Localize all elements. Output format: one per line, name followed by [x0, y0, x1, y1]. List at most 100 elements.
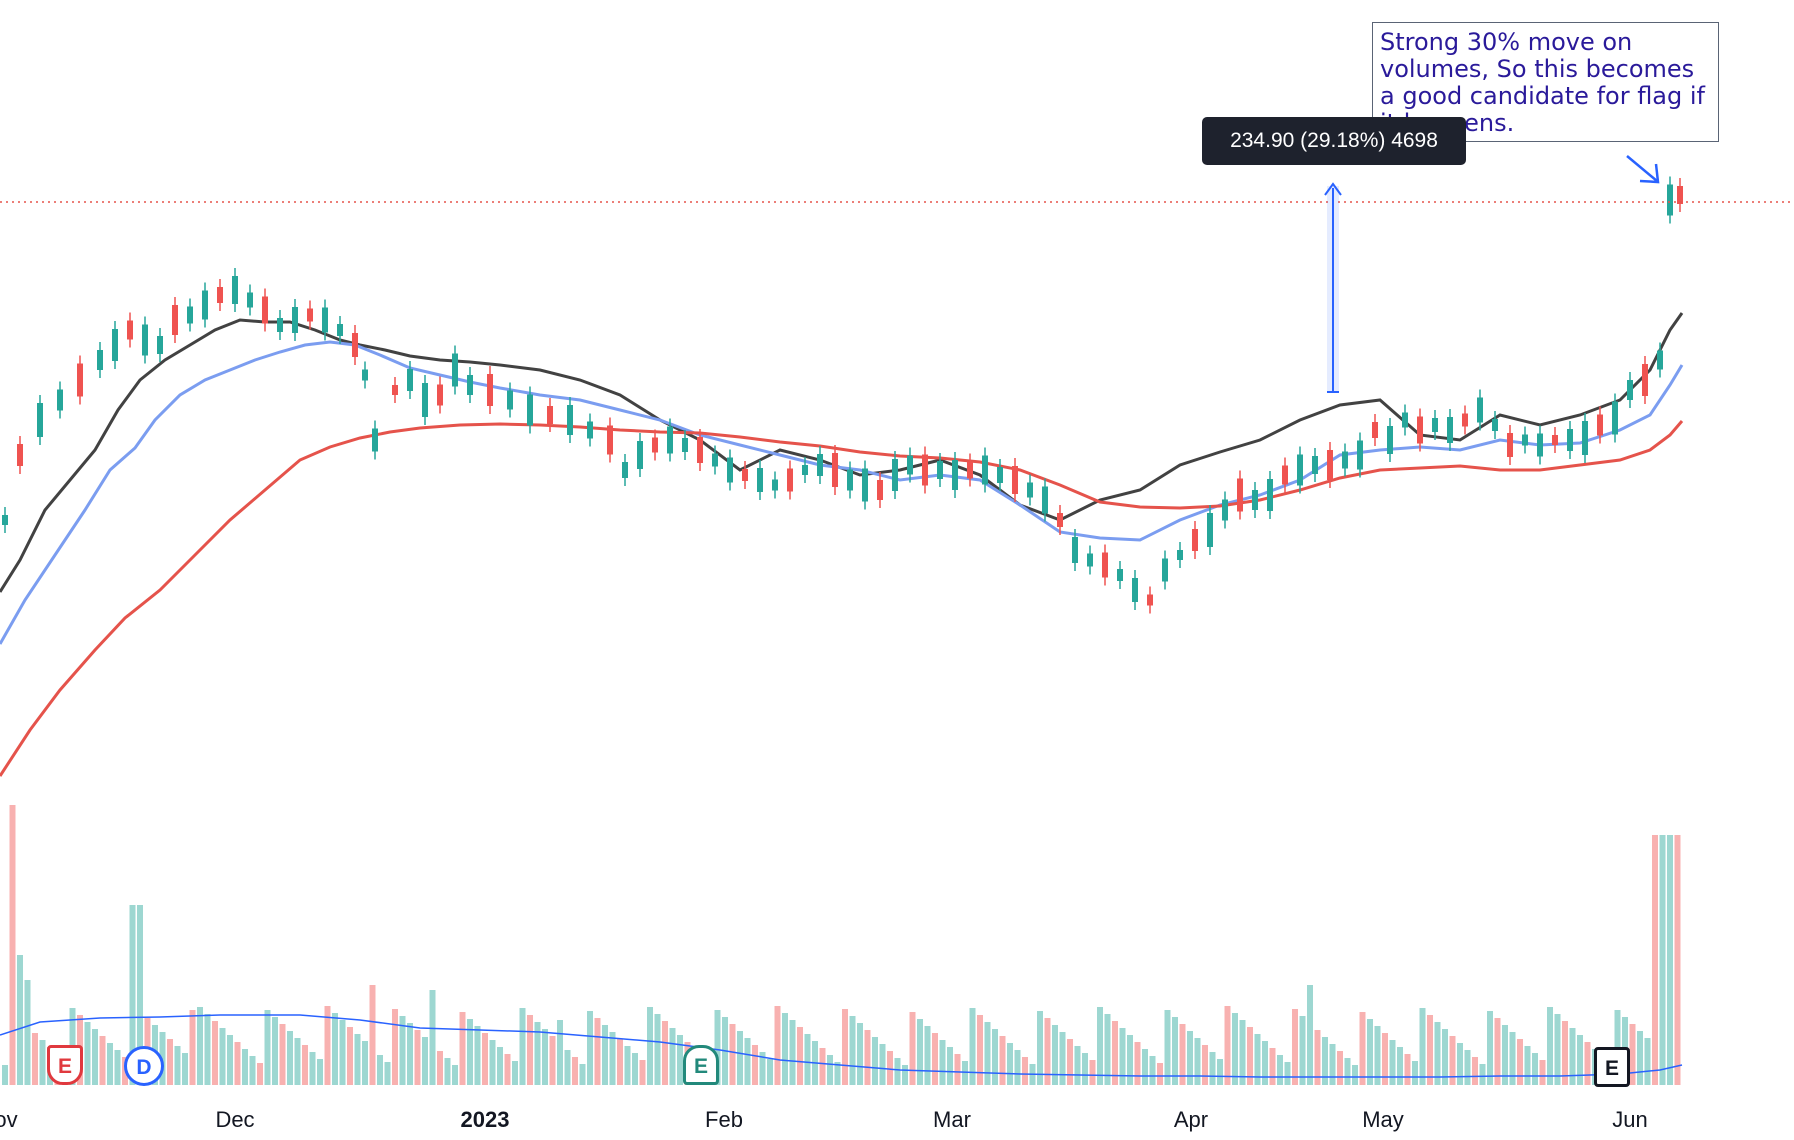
candle-body: [832, 453, 838, 487]
candle-body: [652, 437, 658, 453]
candle-body: [277, 318, 283, 332]
volume-bar: [189, 1010, 196, 1085]
volume-bar: [1082, 1053, 1088, 1085]
volume-bar: [819, 1048, 826, 1085]
volume-bar: [1262, 1041, 1268, 1085]
candle-body: [292, 307, 298, 333]
candle-body: [712, 453, 718, 467]
candle-body: [337, 324, 343, 336]
volume-bar: [92, 1029, 98, 1085]
volume-bar: [677, 1035, 683, 1085]
volume-bar: [887, 1051, 893, 1085]
volume-bar: [1217, 1059, 1223, 1085]
candle-body: [437, 384, 443, 406]
volume-bar: [497, 1047, 503, 1085]
volume-bar: [984, 1022, 991, 1085]
candle-body: [1147, 594, 1153, 606]
volume-bar: [587, 1011, 593, 1085]
volume-bar: [789, 1020, 796, 1085]
candle-body: [1297, 454, 1303, 486]
candle-body: [547, 406, 553, 424]
volume-bar: [32, 1033, 38, 1085]
candle-body: [862, 468, 868, 502]
candle-body: [1312, 456, 1318, 474]
volume-bar: [527, 1015, 533, 1085]
dividend-event-icon[interactable]: D: [124, 1046, 164, 1086]
candle-body: [587, 421, 593, 439]
volume-bar: [1202, 1045, 1208, 1085]
volume-bar: [512, 1061, 518, 1085]
volume-bar: [384, 1062, 391, 1085]
volume-bar: [399, 1016, 406, 1085]
volume-bar: [474, 1026, 481, 1085]
volume-bar: [489, 1040, 496, 1085]
volume-bar: [752, 1045, 758, 1085]
x-axis-tick-label: Dec: [215, 1107, 254, 1132]
candle-body: [362, 369, 368, 381]
volume-bar: [1007, 1043, 1013, 1085]
volume-bar: [99, 1036, 106, 1085]
candle-body: [57, 389, 63, 411]
volume-bar: [804, 1034, 811, 1085]
volume-bar: [759, 1052, 766, 1085]
volume-bar: [1562, 1021, 1568, 1085]
volume-bar: [369, 985, 376, 1085]
volume-bar: [662, 1021, 668, 1085]
x-axis-tick-label: Mar: [933, 1107, 971, 1132]
volume-bar: [174, 1046, 181, 1085]
candle-body: [1642, 364, 1648, 396]
candle-body: [802, 465, 808, 475]
candle-body: [1072, 537, 1078, 563]
earnings-event-icon[interactable]: E: [47, 1045, 83, 1085]
candle-body: [907, 455, 913, 475]
volume-bar: [429, 990, 436, 1085]
candle-body: [322, 307, 328, 333]
volume-bar: [849, 1016, 856, 1085]
moving-average-line: [0, 420, 1684, 777]
candle-body: [1162, 558, 1168, 582]
candle-body: [817, 454, 823, 476]
candle-body: [487, 374, 493, 406]
candle-body: [187, 306, 193, 324]
candle-body: [1117, 569, 1123, 581]
candle-body: [1282, 465, 1288, 485]
volume-average-layer: [0, 1014, 1683, 1078]
volume-bar: [1374, 1026, 1381, 1085]
candle-body: [1447, 417, 1453, 443]
moving-average-line: [0, 312, 1684, 593]
candle-body: [1537, 433, 1543, 457]
volume-bar: [1307, 985, 1313, 1085]
candle-body: [667, 426, 673, 454]
volume-bar: [902, 1065, 908, 1085]
volume-bar: [1097, 1007, 1103, 1085]
volume-bar: [647, 1007, 653, 1085]
candle-body: [77, 363, 83, 397]
candle-body: [172, 305, 178, 335]
volume-bar: [594, 1018, 601, 1085]
volume-bar: [324, 1006, 331, 1085]
volume-bar: [1224, 1006, 1231, 1085]
volume-bar: [1187, 1031, 1193, 1085]
volume-bar: [212, 1021, 218, 1085]
volume-bar: [24, 980, 31, 1085]
earnings-event-icon[interactable]: E: [683, 1045, 719, 1085]
volume-bar: [444, 1058, 451, 1085]
volume-bar: [962, 1061, 968, 1085]
x-axis-tick-label: Apr: [1174, 1107, 1208, 1132]
candle-body: [1462, 413, 1468, 427]
earnings-event-icon[interactable]: E: [1594, 1047, 1630, 1087]
volume-bar: [857, 1023, 863, 1085]
measure-tool[interactable]: [1324, 182, 1342, 393]
volume-bar: [827, 1055, 833, 1085]
volume-bar: [1344, 1058, 1351, 1085]
candle-body: [452, 353, 458, 387]
volume-bar: [1239, 1020, 1246, 1085]
candle-body: [202, 290, 208, 320]
volume-bar: [1524, 1046, 1531, 1085]
candle-body: [1222, 499, 1228, 521]
candle-body: [1522, 434, 1528, 446]
volume-bar: [1637, 1031, 1643, 1085]
candle-body: [467, 375, 473, 395]
volume-bar: [1674, 835, 1681, 1085]
volume-bar: [1547, 1007, 1553, 1085]
